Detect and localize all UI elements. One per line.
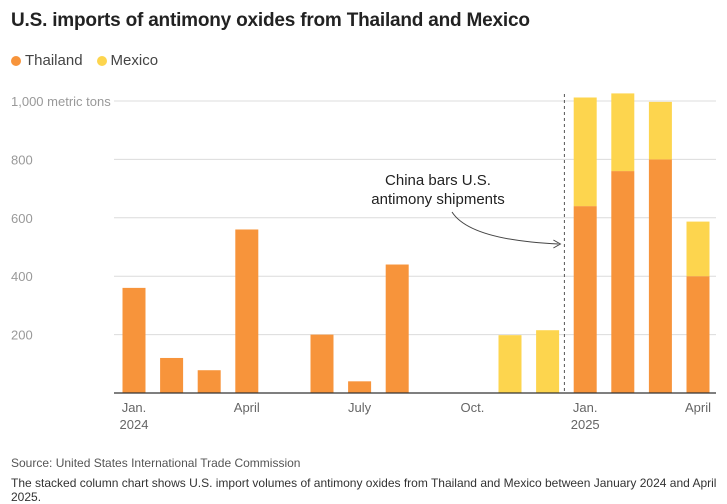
x-tick-label: Jan. [573, 400, 598, 415]
bar-mexico [611, 93, 635, 172]
y-tick-label: 1,000 metric tons [11, 94, 111, 109]
bar-thailand [348, 381, 372, 393]
y-tick-label: 200 [11, 328, 33, 343]
bar-thailand [122, 287, 146, 393]
annotation-text-line2: antimony shipments [371, 191, 504, 208]
x-tick-label: July [348, 400, 372, 415]
chart-description: The stacked column chart shows U.S. impo… [11, 476, 717, 504]
bar-thailand [648, 159, 672, 393]
chart-title: U.S. imports of antimony oxides from Tha… [11, 10, 530, 31]
x-tick-label: April [234, 400, 260, 415]
bar-mexico [498, 335, 522, 393]
legend: Thailand Mexico [11, 52, 158, 69]
bar-thailand [573, 206, 597, 393]
legend-item-mexico: Mexico [96, 52, 159, 69]
legend-swatch-thailand [11, 55, 21, 66]
bar-mexico [686, 221, 710, 277]
annotation-arrow-head [553, 239, 562, 249]
legend-swatch-mexico [96, 55, 107, 66]
legend-label-thailand: Thailand [25, 52, 83, 69]
legend-item-thailand: Thailand [11, 52, 83, 69]
source-note: Source: United States International Trad… [11, 456, 301, 470]
bar-thailand [197, 370, 221, 393]
stacked-column-chart: 200 400 600 800 1,000 metric tons Jan. 2024 Apr… [11, 93, 716, 432]
x-tick-year-label: 2024 [120, 417, 149, 432]
annotation-text-line1: China bars U.S. [385, 172, 491, 189]
bar-thailand [235, 229, 259, 393]
x-tick-label: April [685, 400, 711, 415]
bar-thailand [686, 276, 710, 393]
y-tick-label: 400 [11, 269, 33, 284]
bar-mexico [536, 330, 560, 393]
x-tick-year-label: 2025 [571, 417, 600, 432]
bar-thailand [160, 357, 184, 393]
bar-thailand [611, 171, 635, 393]
x-tick-label: Oct. [460, 400, 484, 415]
bar-thailand [310, 334, 334, 393]
annotation-arrow-curve [451, 211, 559, 245]
bar-mexico [648, 101, 672, 160]
x-tick-label: Jan. [122, 400, 147, 415]
bar-thailand [385, 264, 409, 393]
y-tick-label: 600 [11, 211, 33, 226]
y-tick-label: 800 [11, 152, 33, 167]
legend-label-mexico: Mexico [110, 52, 159, 69]
bar-mexico [573, 97, 597, 207]
